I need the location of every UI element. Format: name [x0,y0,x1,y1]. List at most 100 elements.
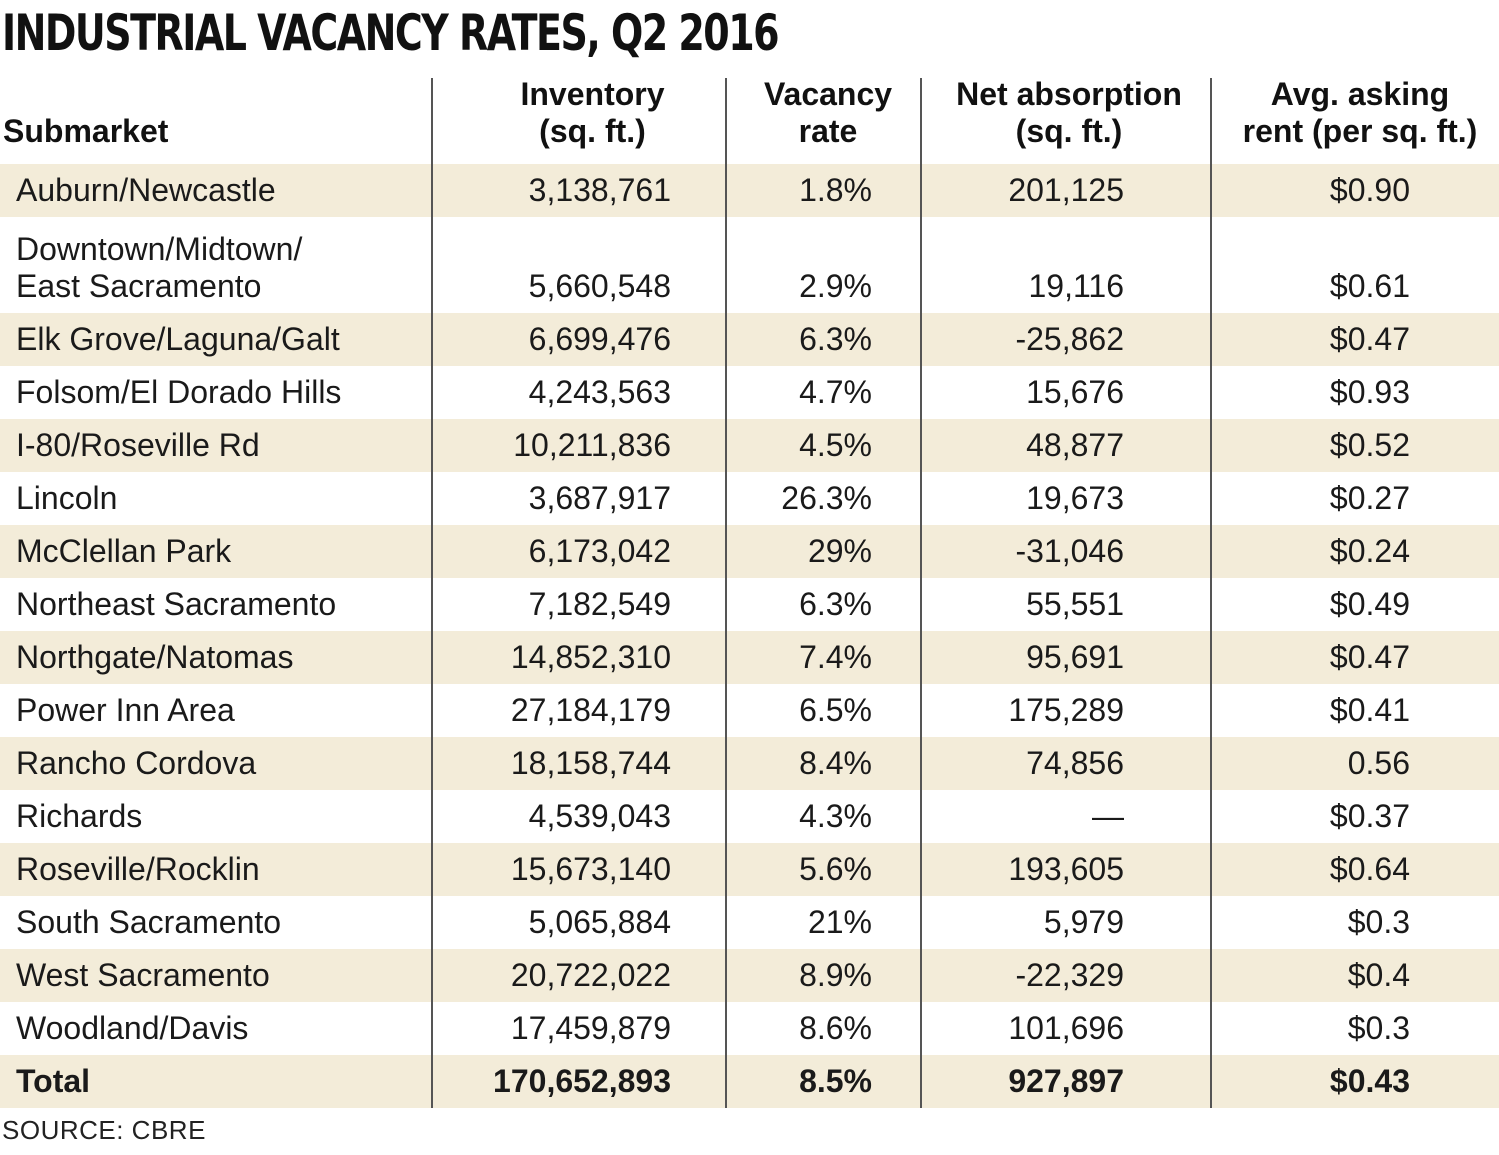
cell-absorption: 193,605 [1008,851,1124,887]
table-body: Auburn/Newcastle 3,138,761 1.8% 201,125 $0.9… [0,164,1499,1108]
cell-rent: $0.27 [1329,480,1410,516]
cell-inventory: 14,852,310 [510,639,671,675]
table-row: Folsom/El Dorado Hills 4,243,563 4.7% 15,67… [0,366,1499,419]
cell-submarket: Northgate/Natomas [16,639,294,675]
cell-rent: $0.61 [1329,268,1410,304]
cell-vacancy: 6.5% [799,692,872,728]
cell-rent: $0.47 [1329,321,1410,357]
cell-absorption: 48,877 [1026,427,1124,463]
header-vacancy-line1: Vacancy [763,76,893,112]
cell-rent: $0.64 [1329,851,1410,887]
cell-inventory: 6,699,476 [528,321,671,357]
column-divider [920,78,922,1108]
cell-vacancy: 4.7% [799,374,872,410]
cell-rent: $0.24 [1329,533,1410,569]
cell-submarket: West Sacramento [16,957,270,993]
table-row: Roseville/Rocklin 15,673,140 5.6% 193,605 $0… [0,843,1499,896]
cell-absorption: 15,676 [1026,374,1124,410]
cell-absorption: 927,897 [1008,1063,1124,1099]
cell-absorption: 95,691 [1026,639,1124,675]
header-absorption-line2: (sq. ft.) [1015,113,1123,149]
cell-inventory: 7,182,549 [528,586,671,622]
cell-submarket: Total [16,1063,91,1099]
cell-submarket: Northeast Sacramento [16,586,337,622]
column-divider [1210,78,1212,1108]
cell-inventory: 17,459,879 [510,1010,671,1046]
table-row: Power Inn Area 27,184,179 6.5% 175,289 $0.41 [0,684,1499,737]
cell-rent: $0.41 [1329,692,1410,728]
cell-inventory: 4,539,043 [528,798,671,834]
cell-inventory: 6,173,042 [528,533,671,569]
column-divider [431,78,433,1108]
header-inventory-line2: (sq. ft.) [539,113,646,149]
cell-rent: $0.93 [1329,374,1410,410]
cell-vacancy: 8.9% [799,957,872,993]
cell-absorption: 19,116 [1028,268,1125,304]
total-row: Total 170,652,893 8.5% 927,897 $0.43 [0,1055,1499,1108]
cell-submarket: Roseville/Rocklin [16,851,260,887]
cell-vacancy: 6.3% [799,321,872,357]
cell-vacancy: 4.5% [799,427,872,463]
cell-submarket: Rancho Cordova [16,745,257,781]
table-header: Submarket Inventory (sq. ft.) Vacancy ra… [0,76,1499,164]
cell-absorption: -31,046 [1015,533,1124,569]
header-inventory: Inventory (sq. ft.) [433,76,725,150]
header-inventory-line1: Inventory [520,76,665,112]
cell-submarket: Folsom/El Dorado Hills [16,374,342,410]
cell-submarket: Auburn/Newcastle [16,172,276,208]
header-absorption-line1: Net absorption [956,76,1182,112]
cell-submarket: McClellan Park [16,533,232,569]
cell-inventory: 15,673,140 [510,851,671,887]
source-note: SOURCE: CBRE [2,1115,206,1145]
cell-inventory: 20,722,022 [510,957,671,993]
header-absorption: Net absorption (sq. ft.) [921,76,1210,150]
cell-absorption: 175,289 [1008,692,1124,728]
cell-inventory: 5,660,548 [528,268,671,304]
cell-rent: $0.3 [1347,904,1410,940]
cell-rent: $0.47 [1329,639,1410,675]
cell-absorption: -25,862 [1015,321,1124,357]
cell-absorption: 101,696 [1008,1010,1124,1046]
cell-rent: $0.52 [1329,427,1410,463]
column-divider [725,78,727,1108]
cell-rent: $0.3 [1347,1010,1410,1046]
cell-vacancy: 2.9% [799,268,872,304]
cell-inventory: 27,184,179 [510,692,671,728]
cell-vacancy: 1.8% [799,172,872,208]
cell-absorption: -22,329 [1015,957,1124,993]
header-rent-line2: rent (per sq. ft.) [1242,113,1478,149]
cell-vacancy: 5.6% [799,851,872,887]
cell-inventory: 18,158,744 [510,745,671,781]
cell-inventory: 10,211,836 [513,427,671,463]
cell-absorption: 201,125 [1008,172,1124,208]
cell-absorption: 55,551 [1026,586,1124,622]
cell-vacancy: 8.5% [799,1063,872,1099]
cell-submarket: Downtown/Midtown/ East Sacramento [16,231,303,304]
cell-absorption: 5,979 [1043,904,1124,940]
table-row: Downtown/Midtown/ East Sacramento 5,660,5… [0,217,1499,313]
cell-submarket: South Sacramento [16,904,282,940]
cell-vacancy: 4.3% [799,798,872,834]
cell-inventory: 3,138,761 [528,172,671,208]
header-vacancy-line2: rate [798,113,858,149]
cell-submarket: Elk Grove/Laguna/Galt [16,321,340,357]
header-vacancy: Vacancy rate [726,76,920,150]
cell-vacancy: 8.4% [799,745,872,781]
cell-vacancy: 29% [807,533,872,569]
cell-rent: $0.43 [1329,1063,1410,1099]
cell-vacancy: 6.3% [799,586,872,622]
cell-absorption: 74,856 [1026,745,1124,781]
cell-vacancy: 7.4% [799,639,872,675]
chart-title: INDUSTRIAL VACANCY RATES, Q2 2016 [2,4,780,62]
cell-inventory: 170,652,893 [493,1063,671,1099]
cell-inventory: 3,687,917 [528,480,671,516]
cell-rent: $0.37 [1329,798,1410,834]
cell-vacancy: 21% [807,904,872,940]
table-row: Northeast Sacramento 7,182,549 6.3% 55,551 $… [0,578,1499,631]
cell-absorption: 19,673 [1026,480,1124,516]
cell-rent: $0.90 [1329,172,1410,208]
header-submarket: Submarket [3,113,168,150]
header-rent: Avg. asking rent (per sq. ft.) [1211,76,1499,150]
cell-inventory: 5,065,884 [528,904,671,940]
cell-rent: 0.56 [1347,745,1410,781]
